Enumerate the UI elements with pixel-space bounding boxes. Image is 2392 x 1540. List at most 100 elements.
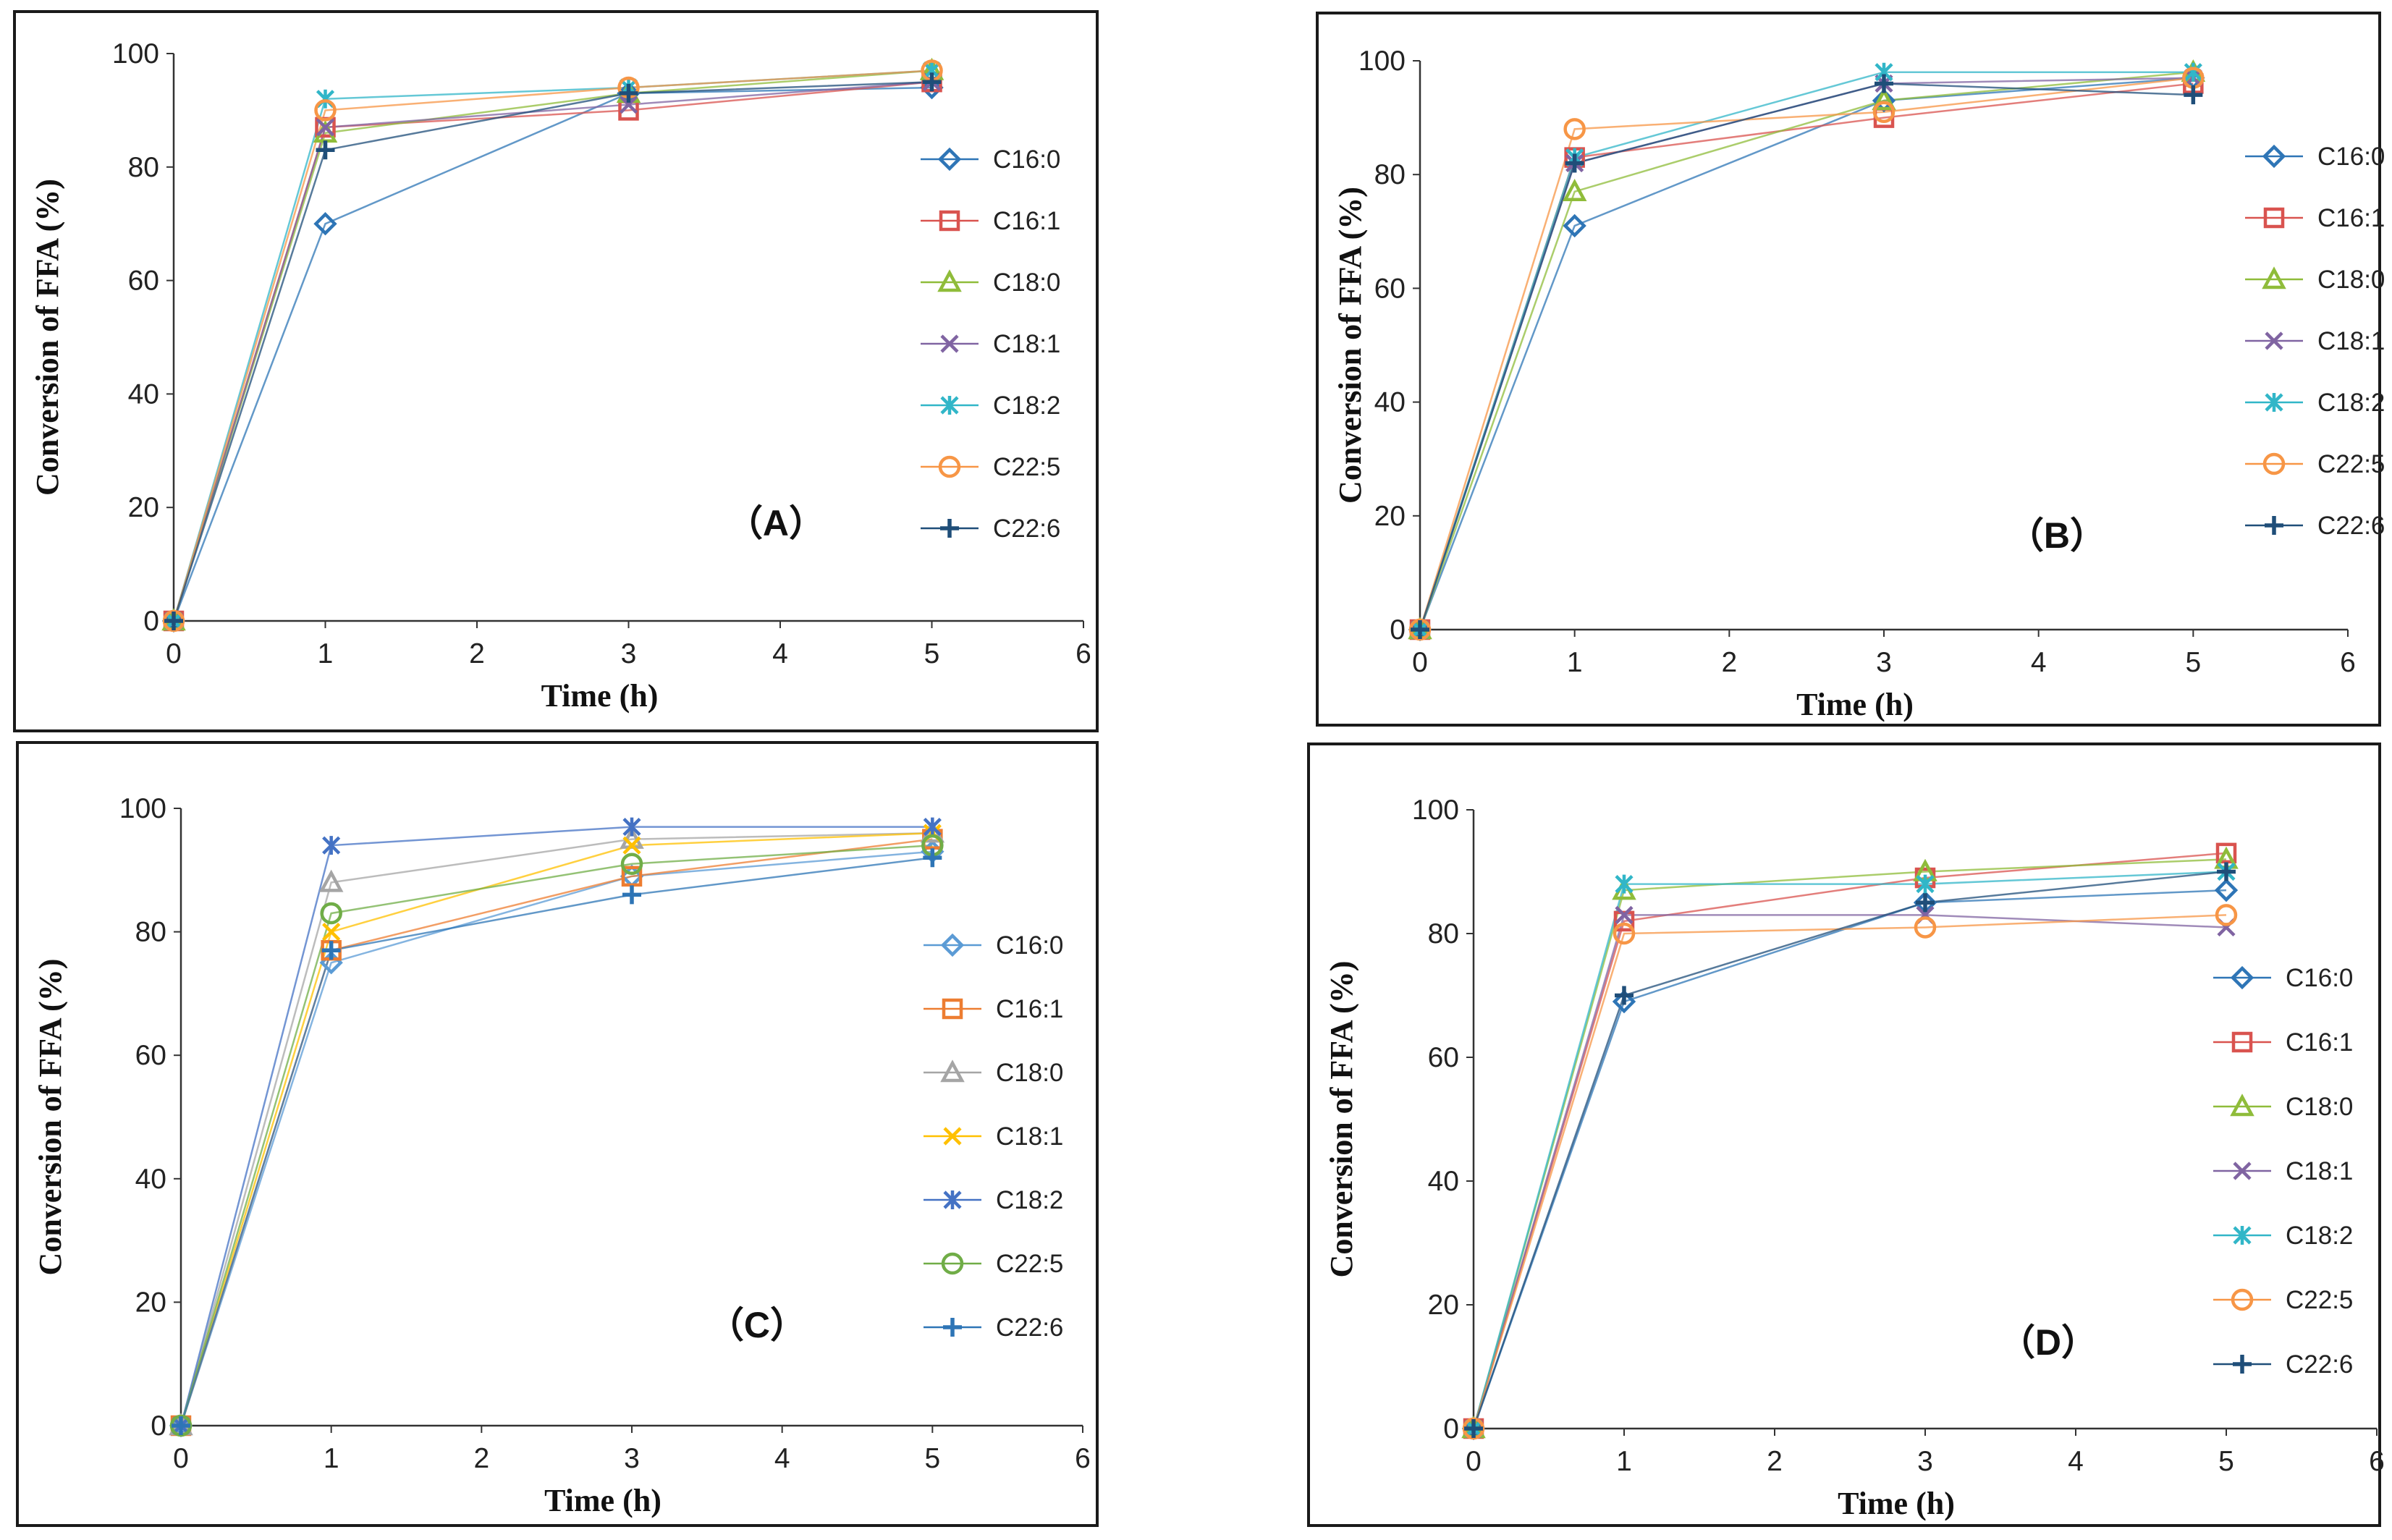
y-tick-label: 20 — [128, 492, 159, 523]
chart-svg-a: 0 20 40 60 80 100 0 1 2 3 4 5 6 Time (h) Conversion of… — [30, 38, 1091, 714]
series-line — [1472, 871, 2227, 1429]
series-line — [179, 838, 933, 1426]
legend-marker — [2265, 331, 2283, 350]
legend-marker — [940, 933, 965, 957]
data-point — [320, 902, 342, 925]
y-tick-label: 20 — [1428, 1290, 1459, 1321]
legend-marker — [2233, 1226, 2252, 1245]
legend-marker — [939, 210, 960, 232]
data-point — [1615, 986, 1634, 1005]
data-point — [920, 75, 944, 100]
y-axis-title: Conversion of FFA (%) — [1332, 187, 1368, 504]
data-point — [2214, 878, 2239, 902]
y-tick-label: 20 — [135, 1287, 166, 1318]
legend-marker — [943, 1127, 962, 1146]
legend-label: C22:5 — [996, 1250, 1063, 1278]
x-tick-label: 6 — [2369, 1446, 2385, 1477]
legend-label: C18:0 — [993, 268, 1060, 297]
data-point — [321, 941, 341, 960]
x-tick-label: 0 — [1412, 647, 1428, 678]
x-tick-label: 2 — [1767, 1446, 1783, 1477]
x-axis-title: Time (h) — [1838, 1486, 1955, 1521]
x-tick-label: 6 — [2340, 647, 2356, 678]
series-line — [172, 80, 932, 622]
data-point — [318, 869, 344, 892]
panel-label: （B） — [2008, 515, 2106, 556]
x-tick-label: 3 — [1876, 647, 1892, 678]
y-tick-label: 60 — [128, 266, 159, 297]
x-tick-label: 4 — [2031, 647, 2047, 678]
legend-label: C18:1 — [993, 330, 1060, 358]
legend-marker — [2262, 144, 2286, 169]
legend-marker — [942, 998, 963, 1020]
data-point — [621, 866, 643, 887]
data-point — [313, 212, 337, 236]
data-point — [316, 118, 335, 137]
y-tick-label: 40 — [135, 1164, 166, 1195]
legend-label: C16:1 — [2286, 1028, 2353, 1057]
y-axis-title: Conversion of FFA (%) — [30, 179, 65, 496]
y-tick-label: 0 — [1443, 1413, 1459, 1444]
data-point — [164, 612, 183, 630]
y-tick-label: 0 — [151, 1410, 166, 1442]
data-point — [316, 140, 335, 160]
legend-label: C22:5 — [2286, 1286, 2353, 1314]
y-tick-label: 100 — [119, 793, 166, 824]
chart-svg-d: 0 20 40 60 80 100 0 1 2 3 4 5 6 Time (h) Conversion of… — [1324, 795, 2385, 1521]
data-point — [322, 923, 341, 942]
x-tick-label: 1 — [1616, 1446, 1632, 1477]
series-line — [172, 69, 932, 622]
y-tick-label: 60 — [1374, 273, 1406, 304]
data-point — [1615, 874, 1634, 894]
legend-label: C18:1 — [2317, 327, 2385, 355]
legend-label: C22:6 — [2317, 512, 2385, 540]
chart-panel-d: 0 20 40 60 80 100 0 1 2 3 4 5 6 Time (h) Conversion of… — [1307, 742, 2385, 1527]
legend-marker — [940, 1059, 965, 1083]
data-point — [1562, 179, 1587, 202]
data-point — [923, 817, 942, 837]
legend-label: C16:0 — [2286, 964, 2353, 992]
series-line — [1472, 889, 2227, 1429]
y-tick-label: 80 — [135, 917, 166, 948]
x-tick-label: 3 — [1917, 1446, 1933, 1477]
panel-label: （C） — [708, 1305, 806, 1345]
data-point — [1565, 153, 1584, 173]
data-point — [172, 1416, 190, 1435]
series-line — [1472, 852, 2227, 1429]
data-point — [1613, 922, 1636, 945]
series-line — [179, 856, 933, 1426]
legend-marker — [943, 1318, 962, 1337]
data-point — [1563, 118, 1586, 140]
x-axis-title: Time (h) — [541, 678, 659, 714]
data-point — [620, 852, 643, 876]
y-tick-label: 80 — [1374, 159, 1406, 190]
legend-label: C18:1 — [996, 1122, 1063, 1151]
legend-marker — [2230, 1093, 2254, 1117]
chart-panel-a: 0 20 40 60 80 100 0 1 2 3 4 5 6 Time (h) Conversion of… — [13, 10, 1099, 732]
x-tick-label: 6 — [1075, 638, 1091, 669]
legend-marker — [943, 1190, 962, 1209]
legend-label: C16:1 — [2317, 204, 2385, 232]
y-tick-label: 0 — [1390, 614, 1406, 646]
legend-label: C18:2 — [996, 1186, 1063, 1214]
data-point — [1612, 989, 1636, 1014]
legend-marker — [940, 396, 959, 415]
x-tick-label: 5 — [2218, 1446, 2234, 1477]
legend-label: C18:2 — [2286, 1222, 2353, 1250]
y-tick-label: 100 — [1412, 795, 1459, 826]
chart-panel-c: 0 20 40 60 80 100 0 1 2 3 4 5 6 Time (h) Conversion of… — [16, 741, 1099, 1527]
y-tick-label: 40 — [128, 378, 159, 410]
data-point — [1916, 874, 1935, 894]
legend-marker — [2265, 393, 2283, 412]
data-point — [1411, 620, 1429, 639]
legend-marker — [940, 519, 959, 538]
data-point — [1875, 74, 1893, 93]
x-tick-label: 5 — [924, 638, 940, 669]
data-point — [2215, 904, 2238, 926]
y-tick-label: 20 — [1374, 501, 1406, 532]
data-point — [622, 885, 641, 905]
data-point — [2215, 842, 2237, 864]
series-line — [1472, 914, 2227, 1429]
legend-marker — [2230, 965, 2254, 990]
legend-marker — [2233, 1162, 2252, 1180]
